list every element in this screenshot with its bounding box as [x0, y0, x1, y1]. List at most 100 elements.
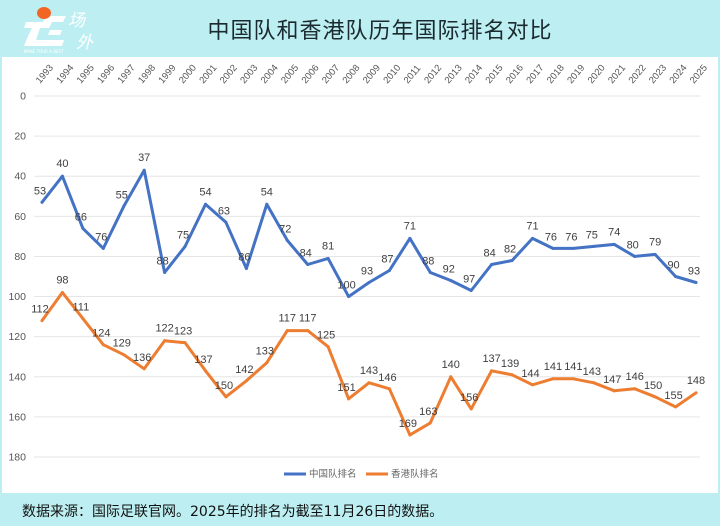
data-point-hongkong: [183, 341, 187, 345]
ranking-line-chart: 0 20 40 60 80 100 120 140 160 180 1993199419951996…: [8, 63, 710, 480]
data-label-china: 97: [463, 274, 475, 286]
y-tick-label: 0: [20, 91, 26, 103]
data-point-hongkong: [469, 407, 473, 411]
x-tick-label: 2005: [279, 63, 301, 86]
data-point-hongkong: [510, 373, 514, 377]
data-point-hongkong: [265, 361, 269, 365]
data-label-hongkong: 122: [155, 323, 173, 335]
x-tick-label: 2012: [422, 63, 444, 86]
x-tick-label: 2006: [300, 63, 322, 86]
data-point-hongkong: [60, 291, 64, 295]
data-point-hongkong: [387, 387, 391, 391]
data-point-china: [387, 268, 391, 272]
data-label-hongkong: 141: [544, 361, 562, 373]
x-tick-label: 2007: [320, 63, 342, 86]
x-tick-label: 2013: [443, 63, 465, 86]
data-point-hongkong: [674, 405, 678, 409]
y-tick-label: 80: [14, 251, 26, 263]
data-label-hongkong: 124: [92, 328, 110, 340]
x-tick-label: 1996: [95, 63, 117, 86]
data-label-china: 100: [337, 280, 355, 292]
data-point-hongkong: [285, 329, 289, 333]
data-label-hongkong: 155: [664, 390, 682, 402]
data-label-china: 75: [177, 229, 189, 241]
x-tick-label: 2025: [688, 63, 710, 86]
y-tick-label: 180: [8, 452, 26, 464]
data-point-hongkong: [326, 345, 330, 349]
data-label-hongkong: 117: [299, 313, 317, 325]
data-label-hongkong: 146: [378, 372, 396, 384]
data-label-china: 72: [279, 223, 291, 235]
legend-label-hongkong: 香港队排名: [391, 468, 439, 480]
y-tick-label: 100: [8, 291, 26, 303]
y-tick-label: 160: [8, 411, 26, 423]
x-tick-label: 1994: [54, 63, 76, 86]
data-label-china: 84: [300, 247, 312, 259]
svg-text:外: 外: [76, 33, 94, 53]
data-point-hongkong: [204, 369, 207, 373]
x-tick-label: 2010: [381, 63, 403, 86]
x-tick-label: 2018: [545, 63, 567, 86]
data-label-hongkong: 137: [194, 354, 212, 366]
data-label-china: 71: [404, 220, 416, 232]
data-label-china: 66: [75, 211, 87, 223]
x-tick-label: 2023: [647, 63, 669, 86]
data-point-china: [122, 204, 126, 208]
data-label-china: 54: [199, 186, 211, 198]
data-point-hongkong: [40, 319, 44, 323]
data-label-hongkong: 146: [626, 371, 644, 383]
data-label-china: 88: [157, 255, 169, 267]
chart-panel: 0 20 40 60 80 100 120 140 160 180 1993 1994 1995 1996…: [2, 57, 718, 493]
data-point-china: [40, 200, 44, 204]
x-tick-label: 2020: [586, 63, 608, 86]
x-tick-label: 2003: [238, 63, 260, 86]
data-point-china: [265, 202, 269, 206]
data-point-hongkong: [653, 395, 657, 399]
data-point-hongkong: [592, 381, 596, 385]
data-point-hongkong: [81, 317, 85, 321]
data-label-china: 63: [218, 205, 230, 217]
data-point-china: [81, 226, 85, 230]
data-label-china: 92: [443, 264, 455, 276]
data-point-china: [142, 168, 146, 172]
x-tick-label: 2000: [177, 63, 199, 86]
x-tick-label: 1993: [34, 63, 56, 86]
logo-ball-icon: [37, 7, 51, 19]
data-point-china: [694, 281, 698, 285]
data-label-china: 81: [322, 240, 334, 252]
data-point-hongkong: [163, 339, 167, 343]
data-label-china: 86: [238, 251, 250, 263]
data-label-china: 40: [56, 158, 68, 170]
data-point-china: [285, 238, 289, 242]
data-point-china: [612, 242, 616, 246]
data-label-china: 79: [649, 236, 661, 248]
data-point-china: [592, 244, 596, 248]
data-label-hongkong: 147: [603, 374, 621, 386]
data-point-china: [449, 279, 453, 283]
legend-label-china: 中国队排名: [309, 468, 357, 480]
data-point-hongkong: [490, 369, 494, 373]
data-label-china: 76: [545, 231, 557, 243]
data-point-china: [163, 270, 167, 274]
data-label-hongkong: 148: [687, 375, 705, 387]
x-tick-label: 1998: [136, 63, 158, 86]
page-title: 中国队和香港队历年国际排名对比: [207, 19, 553, 44]
data-point-hongkong: [633, 387, 637, 391]
data-point-hongkong: [244, 379, 248, 383]
data-label-hongkong: 139: [501, 358, 519, 370]
y-tick-label: 20: [14, 131, 26, 143]
data-point-china: [204, 202, 207, 206]
data-point-hongkong: [306, 329, 310, 333]
data-label-hongkong: 137: [482, 353, 500, 365]
data-point-china: [653, 252, 657, 256]
x-tick-label: 2022: [627, 63, 649, 86]
data-label-china: 80: [627, 239, 639, 251]
data-point-china: [60, 174, 64, 178]
data-point-hongkong: [449, 375, 453, 379]
x-tick-label: 2019: [565, 63, 587, 86]
data-label-china: 71: [526, 220, 538, 232]
data-point-china: [674, 275, 678, 278]
data-point-hongkong: [571, 377, 575, 381]
data-label-hongkong: 117: [278, 313, 296, 325]
data-point-china: [531, 236, 534, 240]
